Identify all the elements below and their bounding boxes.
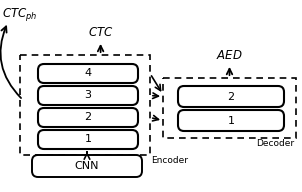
Text: 1: 1 [227,116,234,126]
Text: 3: 3 [85,90,92,100]
Bar [20,55,150,155]
Text: $\mathit{CTC}_{\mathit{ph}}$: $\mathit{CTC}_{\mathit{ph}}$ [2,6,37,22]
FancyBboxPatch shape [38,130,138,149]
FancyBboxPatch shape [178,86,284,107]
Text: Decoder: Decoder [256,139,294,148]
Bar [163,78,296,138]
Text: $\mathit{AED}$: $\mathit{AED}$ [216,49,243,62]
Text: $\mathit{CTC}$: $\mathit{CTC}$ [88,26,113,39]
FancyBboxPatch shape [178,110,284,131]
Text: 2: 2 [227,92,235,102]
FancyBboxPatch shape [32,155,142,177]
Text: Encoder: Encoder [151,156,188,165]
FancyBboxPatch shape [38,86,138,105]
Text: 1: 1 [85,135,92,145]
FancyBboxPatch shape [38,64,138,83]
Text: 4: 4 [85,69,92,79]
FancyBboxPatch shape [38,108,138,127]
Text: 2: 2 [85,113,92,122]
Text: CNN: CNN [75,161,99,171]
